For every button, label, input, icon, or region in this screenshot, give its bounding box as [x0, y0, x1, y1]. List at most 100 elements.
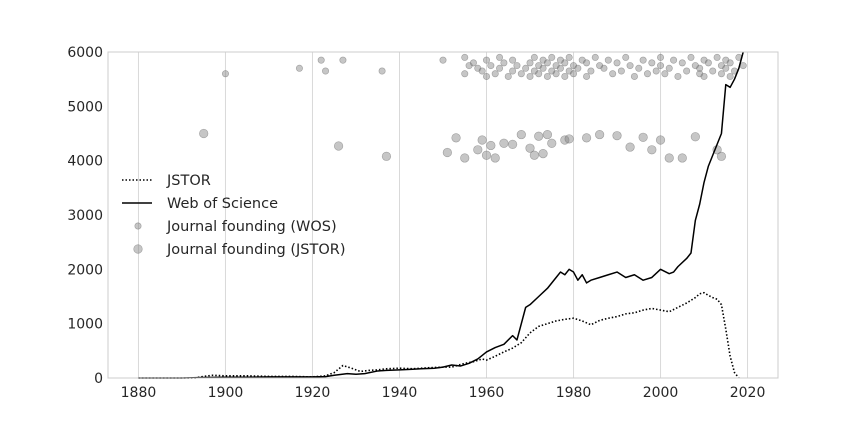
x-tick-label: 1880 [121, 385, 157, 401]
legend-marker-swatch [134, 222, 142, 230]
scatter-point [539, 56, 547, 64]
scatter-point [583, 72, 591, 80]
x-tick-label: 1940 [382, 385, 418, 401]
scatter-point [525, 143, 535, 153]
scatter-point [717, 70, 725, 78]
legend-label: JSTOR [166, 173, 211, 189]
scatter-point [655, 135, 666, 145]
axes-frame [107, 51, 779, 379]
scatter-point [700, 56, 708, 64]
scatter-point [739, 62, 747, 70]
scatter-point [613, 59, 621, 67]
scatter-point [339, 56, 347, 64]
scatter-point [630, 72, 638, 80]
scatter-point [542, 129, 553, 140]
scatter-point [687, 53, 695, 61]
legend: JSTOR Web of Science Journal founding (WOS… [122, 173, 346, 258]
scatter-point [543, 72, 551, 80]
scatter-point [617, 67, 625, 75]
scatter-point [552, 62, 560, 70]
scatter-point [609, 70, 617, 78]
scatter-point [643, 70, 651, 78]
legend-entry: Journal founding (JSTOR) [133, 242, 346, 258]
series-line-web-of-science [138, 51, 744, 379]
legend-label: Web of Science [167, 196, 278, 212]
scatter-point [535, 62, 543, 70]
scatter-point [587, 67, 595, 75]
scatter-point [678, 59, 686, 67]
scatter-point [543, 59, 551, 67]
scatter-point [690, 132, 700, 142]
scatter-point [726, 59, 734, 67]
scatter-point [508, 139, 518, 149]
scatter-series-wos [221, 53, 747, 80]
legend-entry: Journal founding (WOS) [134, 219, 337, 235]
scatter-point [478, 67, 486, 75]
scatter-point [647, 145, 657, 155]
scatter-point [595, 129, 605, 140]
scatter-point [474, 64, 482, 72]
scatter-point [696, 64, 704, 72]
scatter-point [722, 56, 730, 64]
scatter-point [295, 64, 303, 72]
x-axis-ticks: 1880 1900 1920 1940 1960 1980 2000 2020 [121, 385, 766, 401]
plot-area [138, 51, 747, 379]
scatter-point [657, 62, 665, 70]
scatter-point [548, 67, 556, 75]
scatter-point [635, 64, 643, 72]
x-tick-label: 1900 [208, 385, 244, 401]
scatter-point [561, 72, 569, 80]
scatter-point [556, 64, 564, 72]
scatter-point [381, 151, 392, 161]
grid [137, 52, 749, 378]
scatter-point [652, 67, 660, 75]
scatter-point [722, 64, 730, 72]
legend-label: Journal founding (WOS) [166, 219, 337, 235]
scatter-point [565, 53, 573, 61]
x-tick-label: 1920 [295, 385, 331, 401]
scatter-point [538, 149, 548, 159]
scatter-point [526, 59, 534, 67]
scatter-point [561, 59, 569, 67]
x-tick-label: 1960 [469, 385, 505, 401]
scatter-point [504, 72, 512, 80]
scatter-point [574, 64, 582, 72]
scatter-point [622, 53, 630, 61]
x-tick-label: 2020 [730, 385, 766, 401]
scatter-point [461, 53, 469, 61]
scatter-point [604, 56, 612, 64]
scatter-point [548, 53, 556, 61]
scatter-point [581, 133, 592, 143]
scatter-point [513, 62, 521, 70]
y-tick-label: 1000 [67, 317, 103, 333]
y-tick-label: 2000 [67, 262, 103, 278]
legend-label: Journal founding (JSTOR) [166, 242, 346, 258]
scatter-point [626, 62, 634, 70]
scatter-point [529, 150, 539, 160]
scatter-point [322, 67, 330, 75]
y-tick-label: 0 [94, 371, 103, 387]
scatter-point [570, 62, 578, 70]
scatter-point [499, 138, 509, 148]
scatter-point [483, 72, 491, 80]
scatter-point [556, 56, 564, 64]
scatter-point [469, 59, 477, 67]
scatter-point [199, 128, 209, 139]
scatter-point [530, 53, 538, 61]
scatter-point [578, 56, 586, 64]
scatter-point [625, 142, 635, 152]
scatter-point [670, 56, 678, 64]
scatter-point [638, 132, 648, 142]
scatter-point [473, 145, 483, 155]
scatter-point [596, 62, 604, 70]
scatter-point [461, 70, 469, 78]
scatter-point [509, 56, 517, 64]
legend-marker-swatch [133, 244, 143, 254]
scatter-point [565, 67, 573, 75]
scatter-point [534, 131, 544, 141]
scatter-point [657, 53, 665, 61]
scatter-point [539, 64, 547, 72]
scatter-point [439, 56, 447, 64]
